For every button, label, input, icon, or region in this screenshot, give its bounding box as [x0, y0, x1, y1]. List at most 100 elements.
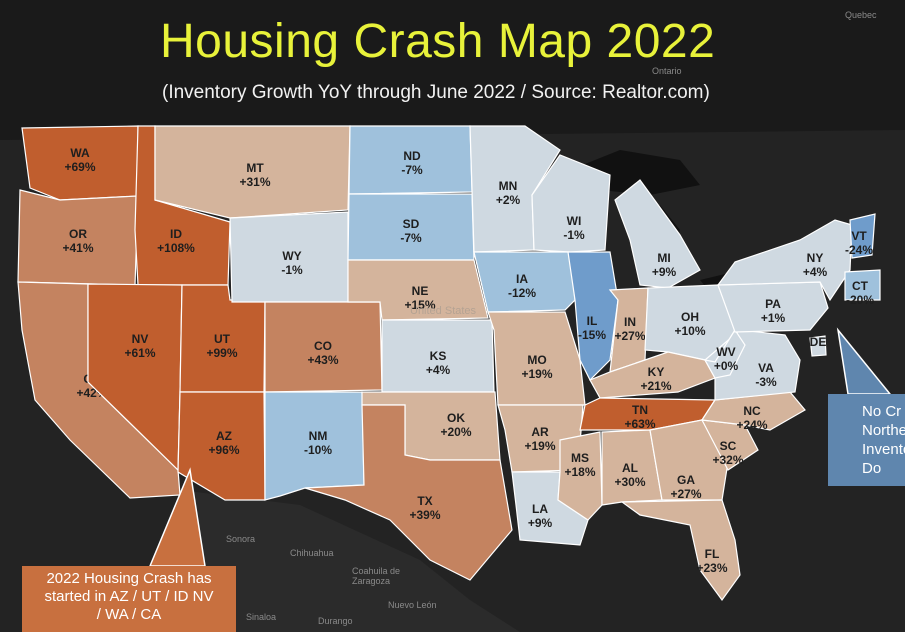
basemap-label-coahuila: Coahuila de Zaragoza — [352, 566, 401, 586]
state-code-label: IN — [624, 315, 636, 329]
state-value-label: +19% — [521, 367, 552, 381]
state-shape — [177, 391, 266, 501]
state-value-label: +20% — [440, 425, 471, 439]
state-value-label: -1% — [563, 228, 585, 242]
state-fl: FL+23% — [620, 499, 741, 602]
state-value-label: +18% — [564, 465, 595, 479]
state-id: ID+108% — [134, 125, 231, 286]
callout-line: started in AZ / UT / ID NV — [44, 588, 214, 605]
state-value-label: -24% — [845, 243, 873, 257]
state-mn: MN+2% — [469, 125, 561, 253]
state-de: DE — [809, 335, 827, 357]
basemap-label-durango: Durango — [318, 616, 353, 626]
basemap-label-sinaloa: Sinaloa — [246, 612, 277, 622]
map-subtitle: (Inventory Growth YoY through June 2022 … — [162, 82, 710, 103]
state-value-label: +27% — [614, 329, 645, 343]
state-sd: SD-7% — [347, 193, 475, 261]
state-shape — [844, 269, 881, 301]
callout-line: No Cr — [862, 403, 902, 420]
state-ny: NY+4% — [716, 219, 853, 302]
state-value-label: +96% — [208, 443, 239, 457]
state-code-label: AZ — [216, 429, 232, 443]
state-mt: MT+31% — [154, 125, 351, 219]
state-code-label: CO — [314, 339, 332, 353]
state-value-label: +32% — [712, 453, 743, 467]
state-code-label: KY — [648, 365, 665, 379]
state-ct: CT-20% — [844, 269, 881, 307]
state-value-label: +108% — [157, 241, 195, 255]
state-value-label: +63% — [624, 417, 655, 431]
state-value-label: +43% — [307, 353, 338, 367]
state-shape — [809, 335, 827, 357]
state-code-label: UT — [214, 332, 231, 346]
state-mo: MO+19% — [487, 311, 586, 406]
state-value-label: +27% — [670, 487, 701, 501]
state-shape — [703, 328, 746, 379]
state-code-label: NV — [132, 332, 149, 346]
state-shape — [716, 219, 853, 302]
state-code-label: SD — [403, 217, 420, 231]
state-code-label: AR — [531, 425, 549, 439]
state-nd: ND-7% — [348, 125, 473, 195]
state-nv: NV+61% — [87, 283, 183, 472]
state-nm: NM-10% — [264, 391, 365, 501]
state-code-label: PA — [765, 297, 781, 311]
state-or: OR+41% — [17, 189, 139, 286]
state-value-label: +4% — [803, 265, 828, 279]
state-code-label: WY — [282, 249, 301, 263]
state-code-label: TN — [632, 403, 648, 417]
state-value-label: +19% — [524, 439, 555, 453]
basemap-label-chihuahua: Chihuahua — [290, 548, 334, 558]
state-code-label: VA — [758, 361, 774, 375]
state-value-label: +30% — [614, 475, 645, 489]
state-value-label: +24% — [736, 418, 767, 432]
callout-crash-started: 2022 Housing Crash has started in AZ / U… — [22, 566, 236, 632]
state-shape — [473, 251, 576, 313]
state-wy: WY-1% — [229, 211, 349, 303]
state-shape — [620, 499, 741, 602]
state-ok: OK+20% — [361, 391, 501, 461]
state-code-label: IA — [516, 272, 528, 286]
basemap-label-sonora: Sonora — [226, 534, 256, 544]
state-code-label: AL — [622, 461, 638, 475]
state-code-label: OH — [681, 310, 699, 324]
state-oh: OH+10% — [644, 284, 736, 363]
map-title: Housing Crash Map 2022 — [160, 15, 716, 68]
state-code-label: MS — [571, 451, 589, 465]
state-code-label: IL — [587, 314, 598, 328]
state-wv: WV+0% — [703, 328, 746, 379]
state-value-label: +9% — [652, 265, 677, 279]
state-shape — [557, 431, 603, 521]
callout-northeast: No Cr Northea Inventor Do — [828, 394, 905, 486]
state-code-label: LA — [532, 502, 548, 516]
state-shape — [567, 251, 619, 382]
state-code-label: OK — [447, 411, 465, 425]
state-code-label: MN — [499, 179, 518, 193]
state-value-label: +99% — [206, 346, 237, 360]
state-value-label: +2% — [496, 193, 521, 207]
state-code-label: NY — [807, 251, 824, 265]
state-value-label: +1% — [761, 311, 786, 325]
state-code-label: MT — [246, 161, 264, 175]
state-pa: PA+1% — [717, 281, 829, 333]
state-in: IN+27% — [608, 287, 649, 373]
state-code-label: NC — [743, 404, 761, 418]
state-tn: TN+63% — [579, 397, 717, 431]
state-code-label: VT — [851, 229, 867, 243]
state-vt: VT-24% — [845, 213, 876, 259]
state-ga: GA+27% — [649, 419, 729, 501]
basemap-label-quebec: Quebec — [845, 10, 877, 20]
state-wa: WA+69% — [21, 125, 139, 201]
state-value-label: -1% — [281, 263, 303, 277]
state-value-label: +4% — [426, 363, 451, 377]
state-code-label: SC — [720, 439, 737, 453]
basemap-label-nuevo-leon: Nuevo León — [388, 600, 437, 610]
state-sc: SC+32% — [700, 419, 759, 471]
basemap-label-ontario: Ontario — [652, 66, 682, 76]
state-value-label: +9% — [528, 516, 553, 530]
callout-line: 2022 Housing Crash has — [46, 570, 212, 587]
state-code-label: TX — [417, 494, 432, 508]
state-code-label: ND — [403, 149, 421, 163]
